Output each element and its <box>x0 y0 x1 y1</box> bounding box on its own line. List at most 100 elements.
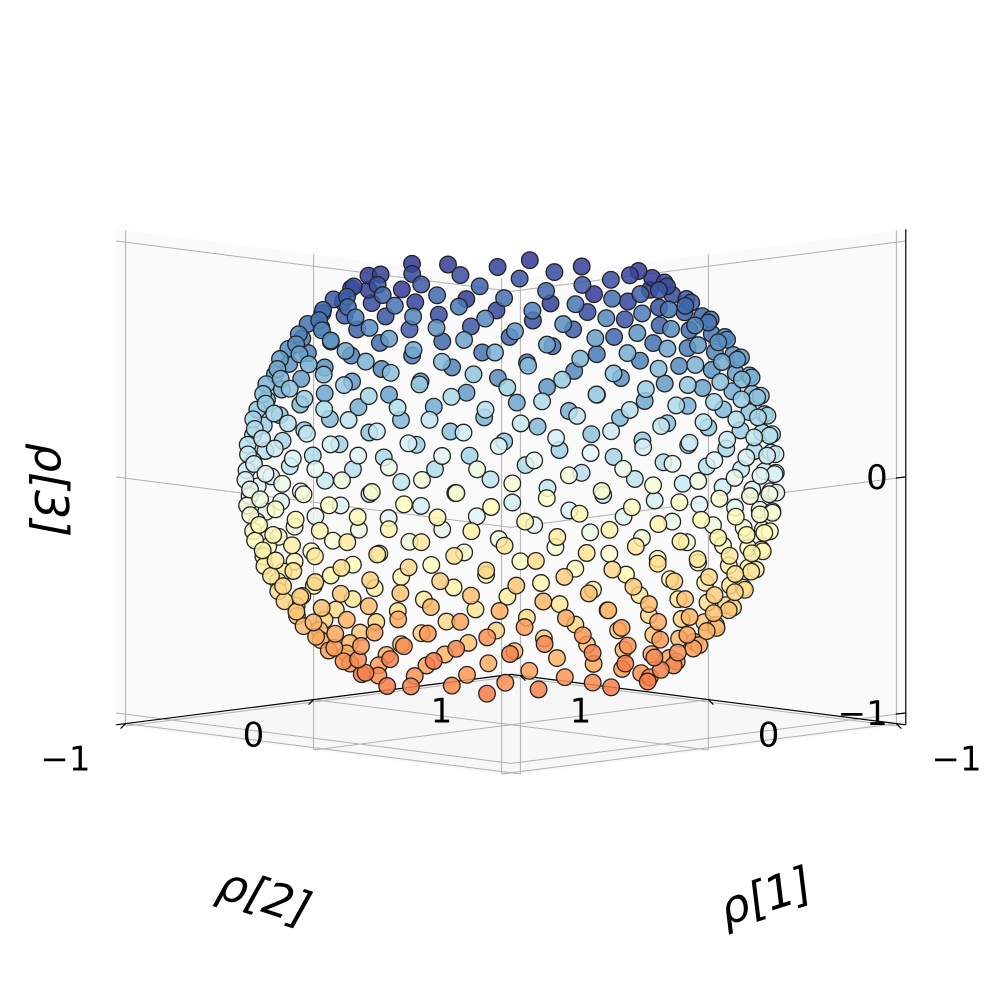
data-point <box>380 329 399 348</box>
data-point <box>678 625 697 644</box>
data-point <box>555 668 574 687</box>
data-point <box>511 414 530 433</box>
data-point <box>394 637 413 656</box>
data-point <box>432 352 451 371</box>
data-point <box>749 408 767 427</box>
data-point <box>359 597 378 616</box>
data-point <box>312 599 331 617</box>
data-point <box>460 446 479 465</box>
data-point <box>579 584 598 603</box>
data-point <box>622 498 641 517</box>
data-point <box>507 576 526 595</box>
data-point <box>464 365 483 384</box>
data-point <box>442 676 461 695</box>
data-point <box>449 297 468 316</box>
data-point <box>659 300 678 319</box>
floor-grid-y <box>313 699 709 751</box>
data-point <box>511 552 530 571</box>
data-point <box>671 532 690 551</box>
data-point <box>495 289 514 308</box>
data-point <box>336 341 355 360</box>
data-point <box>678 376 697 394</box>
data-point <box>362 483 381 501</box>
data-point <box>553 370 572 389</box>
data-point <box>395 495 413 514</box>
data-point <box>645 491 664 510</box>
data-point <box>680 433 699 452</box>
data-point <box>728 350 747 369</box>
data-point <box>314 365 333 384</box>
data-point <box>760 485 779 504</box>
data-point <box>525 451 544 470</box>
data-point <box>294 485 313 504</box>
data-point <box>404 341 423 359</box>
data-point <box>670 356 689 375</box>
data-point <box>547 428 566 447</box>
data-point <box>447 639 466 658</box>
z-tick-label: −1 <box>838 694 888 734</box>
data-point <box>462 586 480 605</box>
y-tick-mark <box>308 699 315 706</box>
data-point <box>577 544 596 562</box>
data-point <box>251 490 270 509</box>
data-point <box>732 390 751 409</box>
data-point <box>600 520 619 539</box>
data-point <box>709 333 728 352</box>
data-point <box>468 460 487 479</box>
x-tick-mark <box>707 699 714 706</box>
data-point <box>455 330 474 349</box>
data-point <box>378 677 397 695</box>
data-point <box>523 301 542 320</box>
data-point <box>339 411 358 429</box>
data-point <box>519 356 538 375</box>
data-point <box>748 388 767 407</box>
data-point <box>380 385 398 404</box>
x-tick-mark <box>895 723 902 730</box>
data-point <box>582 425 601 444</box>
data-point <box>335 376 353 395</box>
data-point <box>315 384 334 403</box>
data-point <box>638 672 657 691</box>
z-tick-mark <box>895 712 906 715</box>
data-point <box>507 393 526 412</box>
data-point <box>568 406 587 425</box>
data-point <box>694 413 713 432</box>
data-point <box>321 435 340 454</box>
data-point <box>668 643 687 662</box>
data-point <box>758 446 777 465</box>
tick-labels: −1 −1 0 0 1 1 −1 0 <box>40 458 981 779</box>
data-point <box>516 512 535 531</box>
data-point <box>718 430 737 449</box>
data-point <box>628 324 647 342</box>
data-point <box>532 574 550 592</box>
data-point <box>299 355 318 374</box>
data-point <box>488 258 507 276</box>
data-point <box>457 383 476 402</box>
data-point <box>278 414 297 433</box>
data-point <box>614 459 633 478</box>
data-point <box>725 583 744 602</box>
data-point <box>587 345 606 364</box>
data-point <box>688 550 707 569</box>
data-point <box>361 571 380 590</box>
data-point <box>389 610 408 629</box>
data-point <box>401 677 420 696</box>
data-point <box>433 447 452 465</box>
data-point <box>700 568 718 587</box>
data-point <box>503 474 522 493</box>
data-point <box>352 637 370 655</box>
data-point <box>265 404 284 423</box>
data-point <box>705 586 724 605</box>
data-point <box>742 544 761 563</box>
data-point <box>283 536 301 555</box>
data-point <box>737 448 756 467</box>
data-point <box>615 310 634 329</box>
data-point <box>585 285 603 304</box>
data-point <box>431 572 450 591</box>
data-point <box>359 387 378 406</box>
data-point <box>496 673 515 692</box>
data-point <box>725 468 744 487</box>
data-point <box>651 630 670 649</box>
data-point <box>404 307 423 326</box>
data-point <box>520 661 539 680</box>
